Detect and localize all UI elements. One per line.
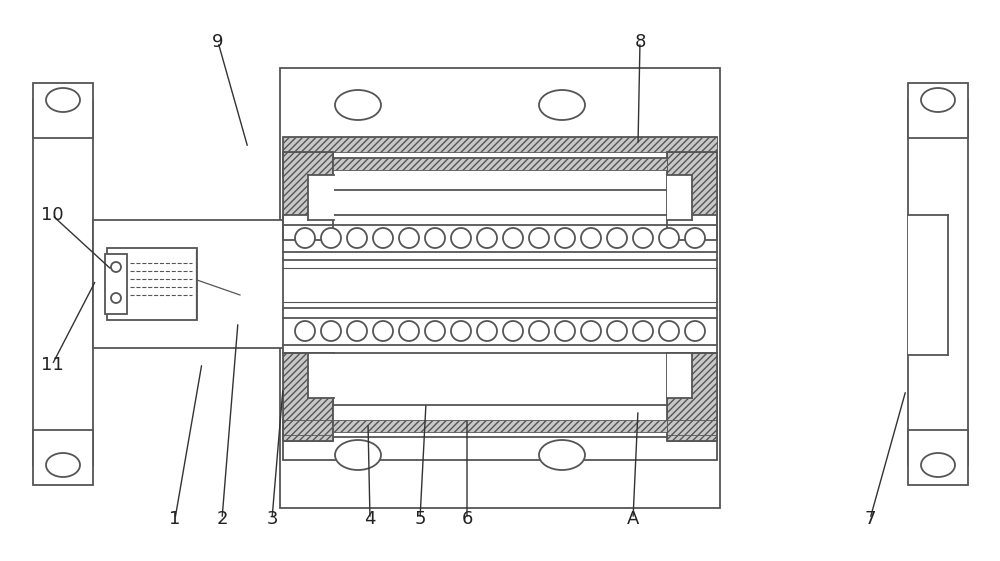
- Text: 5: 5: [414, 510, 426, 528]
- Ellipse shape: [425, 228, 445, 248]
- Ellipse shape: [451, 321, 471, 341]
- Ellipse shape: [921, 88, 955, 112]
- Bar: [283, 258, 717, 310]
- Text: 7: 7: [864, 510, 876, 528]
- Text: 3: 3: [266, 510, 278, 528]
- Bar: [908, 83, 968, 138]
- Bar: [283, 353, 333, 441]
- Ellipse shape: [335, 90, 381, 120]
- Bar: [33, 100, 93, 465]
- Ellipse shape: [373, 321, 393, 341]
- Bar: [283, 353, 333, 441]
- Bar: [283, 152, 333, 240]
- Bar: [283, 420, 717, 435]
- Ellipse shape: [503, 321, 523, 341]
- Ellipse shape: [321, 228, 341, 248]
- Ellipse shape: [529, 321, 549, 341]
- Bar: [667, 152, 717, 240]
- Bar: [308, 175, 334, 220]
- Ellipse shape: [111, 293, 121, 303]
- Bar: [908, 215, 948, 355]
- Text: 10: 10: [41, 206, 63, 224]
- Ellipse shape: [477, 321, 497, 341]
- Ellipse shape: [659, 228, 679, 248]
- Ellipse shape: [539, 90, 585, 120]
- Ellipse shape: [685, 228, 705, 248]
- Bar: [33, 83, 93, 138]
- Ellipse shape: [921, 453, 955, 477]
- Bar: [908, 100, 968, 465]
- Bar: [333, 420, 667, 432]
- Bar: [280, 68, 720, 508]
- Text: 6: 6: [461, 510, 473, 528]
- Ellipse shape: [295, 228, 315, 248]
- Ellipse shape: [581, 228, 601, 248]
- Bar: [667, 353, 717, 441]
- Bar: [667, 353, 717, 441]
- Ellipse shape: [46, 88, 80, 112]
- Ellipse shape: [555, 321, 575, 341]
- Text: 4: 4: [364, 510, 376, 528]
- Ellipse shape: [399, 321, 419, 341]
- Text: 11: 11: [41, 356, 63, 374]
- Bar: [283, 215, 717, 260]
- Ellipse shape: [529, 228, 549, 248]
- Ellipse shape: [633, 321, 653, 341]
- Bar: [667, 175, 692, 220]
- Ellipse shape: [335, 440, 381, 470]
- Ellipse shape: [685, 321, 705, 341]
- Ellipse shape: [399, 228, 419, 248]
- Bar: [93, 220, 293, 348]
- Ellipse shape: [659, 321, 679, 341]
- Bar: [283, 152, 333, 240]
- Text: 1: 1: [169, 510, 181, 528]
- Text: 9: 9: [212, 33, 224, 51]
- Ellipse shape: [539, 440, 585, 470]
- Bar: [105, 254, 127, 314]
- Ellipse shape: [607, 321, 627, 341]
- Bar: [667, 353, 692, 398]
- Ellipse shape: [347, 228, 367, 248]
- Ellipse shape: [555, 228, 575, 248]
- Ellipse shape: [581, 321, 601, 341]
- Bar: [333, 405, 667, 437]
- Bar: [333, 158, 667, 190]
- Ellipse shape: [477, 228, 497, 248]
- Ellipse shape: [321, 321, 341, 341]
- Bar: [308, 353, 334, 398]
- Ellipse shape: [46, 453, 80, 477]
- Ellipse shape: [607, 228, 627, 248]
- Bar: [33, 430, 93, 485]
- Ellipse shape: [451, 228, 471, 248]
- Bar: [283, 308, 717, 353]
- Bar: [667, 152, 717, 240]
- Ellipse shape: [295, 321, 315, 341]
- Bar: [283, 420, 717, 460]
- Ellipse shape: [373, 228, 393, 248]
- Ellipse shape: [111, 262, 121, 272]
- Ellipse shape: [503, 228, 523, 248]
- Bar: [283, 137, 717, 152]
- Text: A: A: [627, 510, 639, 528]
- Bar: [333, 158, 667, 170]
- Bar: [908, 430, 968, 485]
- Ellipse shape: [633, 228, 653, 248]
- Ellipse shape: [347, 321, 367, 341]
- Ellipse shape: [425, 321, 445, 341]
- Bar: [107, 248, 197, 320]
- Text: 8: 8: [634, 33, 646, 51]
- Bar: [283, 137, 717, 177]
- Text: 2: 2: [216, 510, 228, 528]
